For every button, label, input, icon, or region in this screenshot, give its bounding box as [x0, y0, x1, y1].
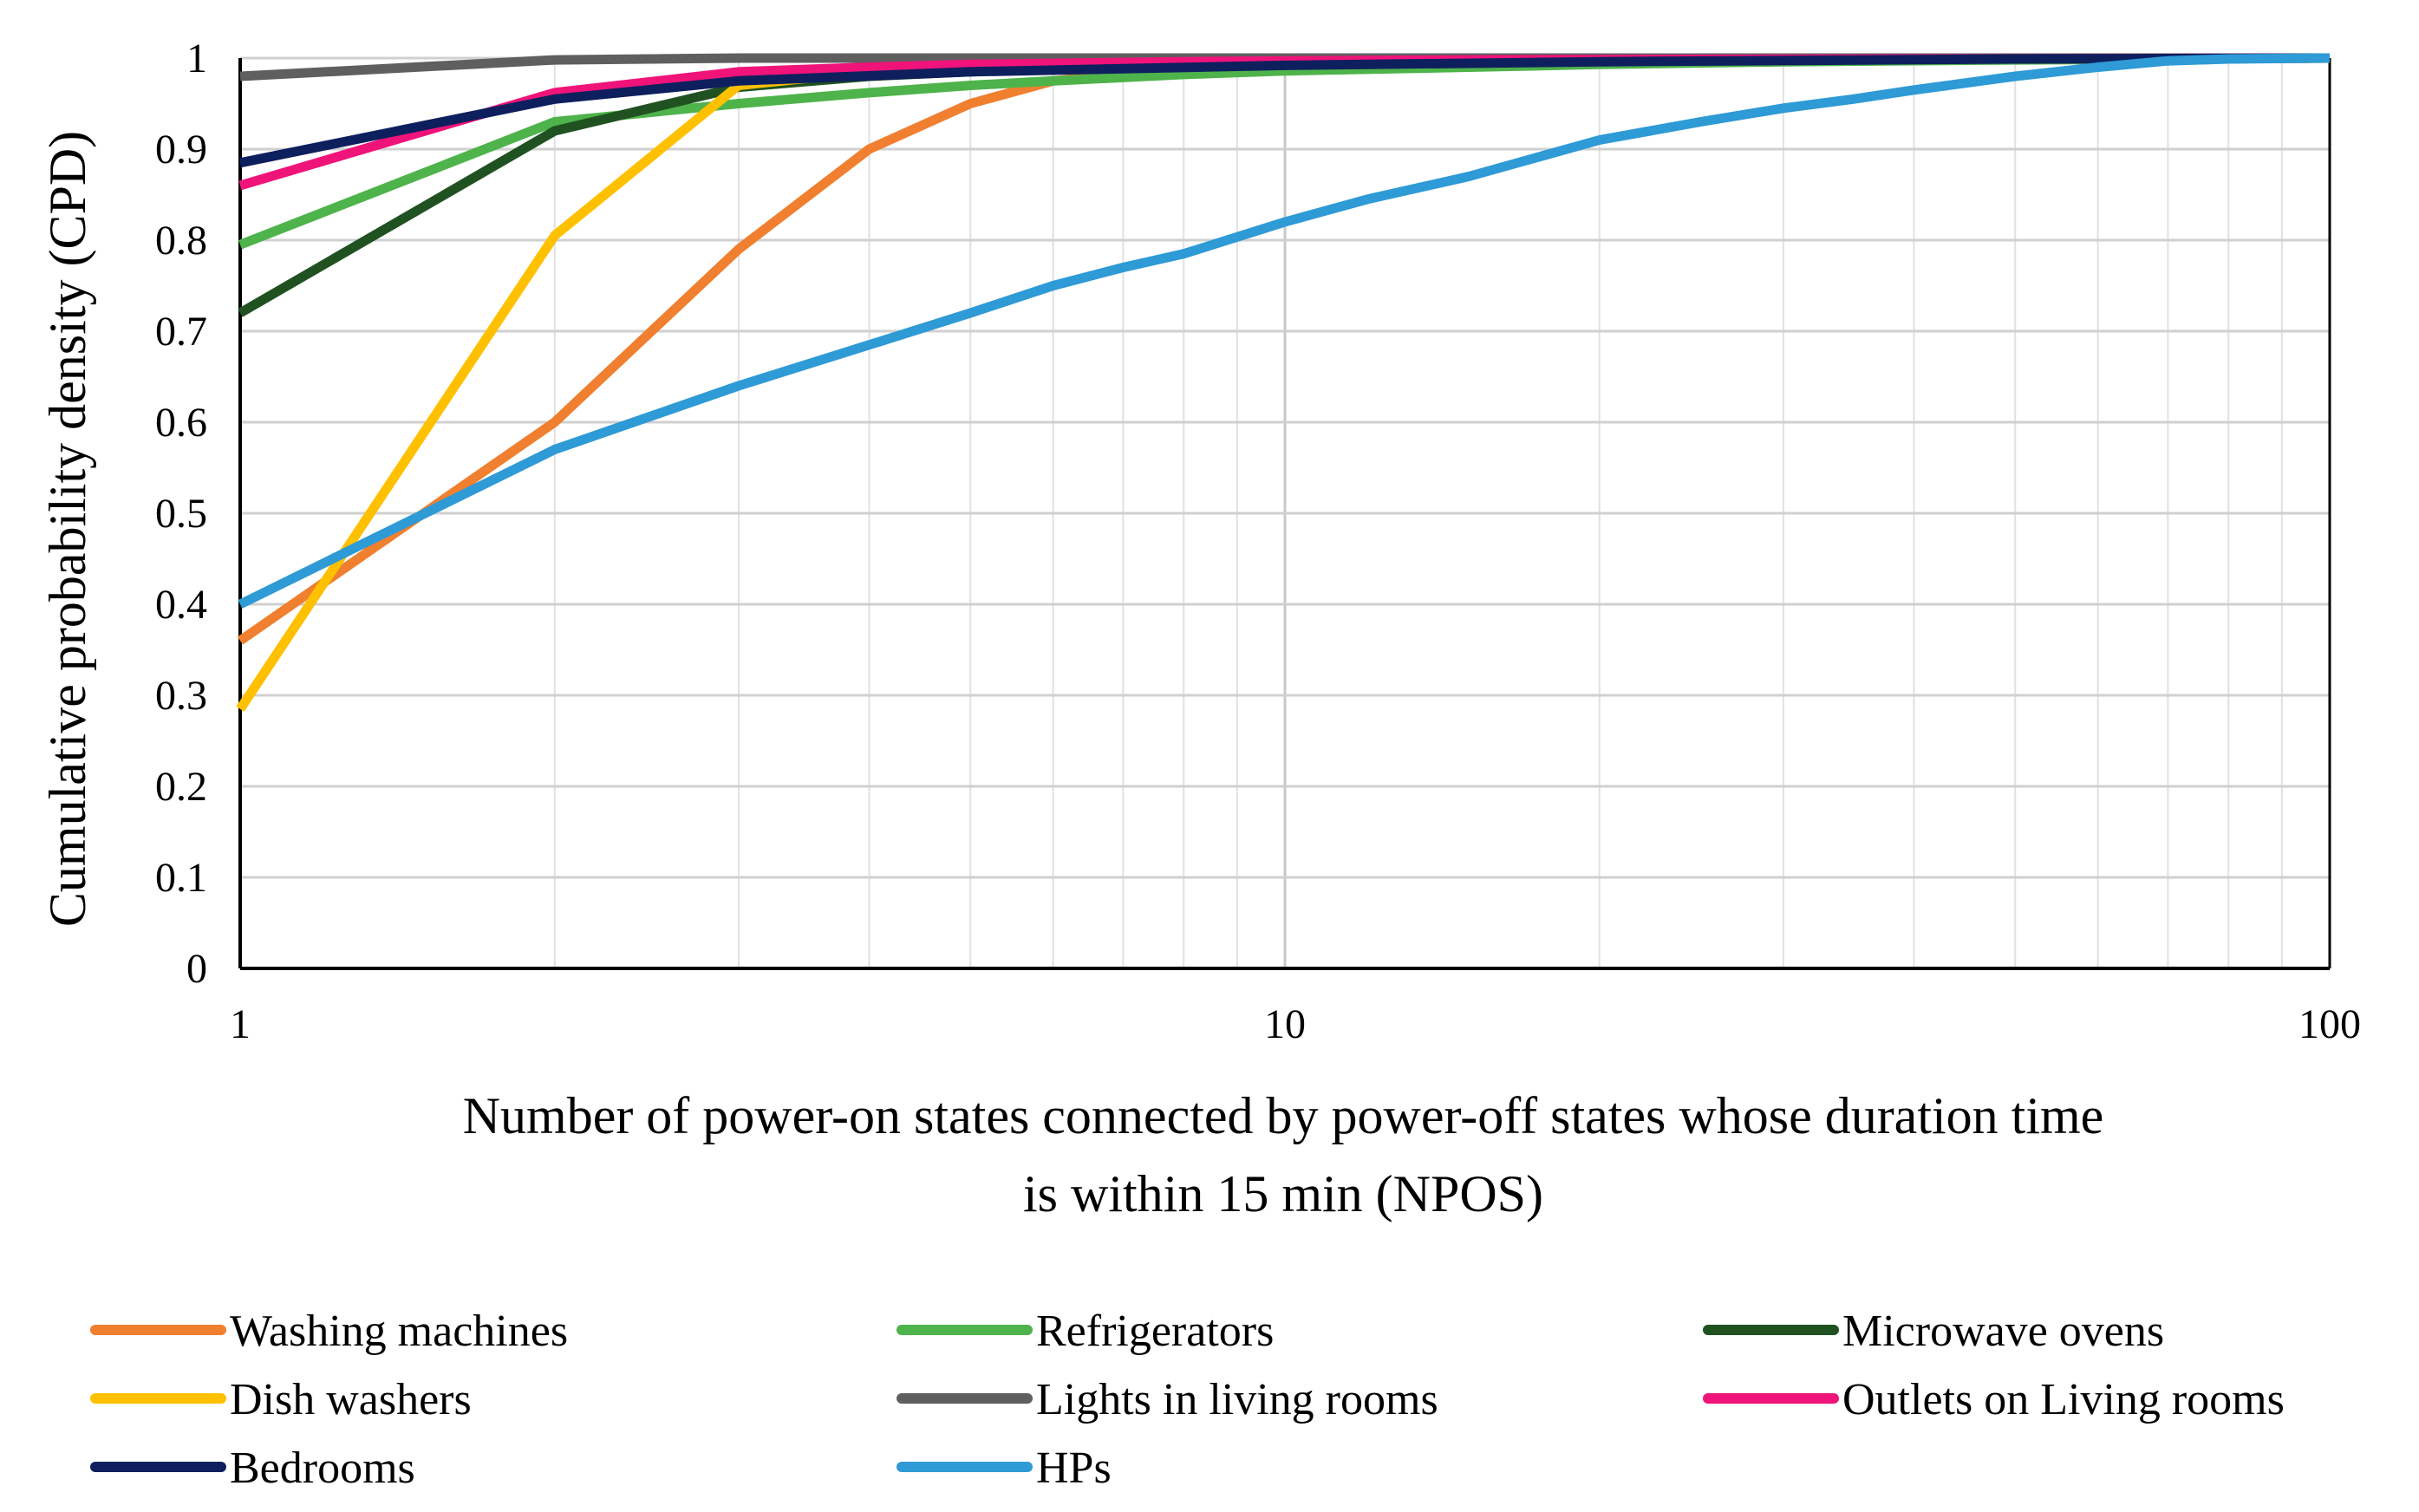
legend: Washing machines Refrigerators Microwave o… — [90, 1307, 2285, 1493]
legend-label-microwave-ovens: Microwave ovens — [1842, 1307, 2164, 1356]
x-tick-label: 100 — [2298, 1001, 2361, 1047]
legend-label-lights-in-living-rooms: Lights in living rooms — [1036, 1375, 1438, 1424]
y-tick-label: 0.3 — [155, 673, 207, 719]
y-tick-label: 0.4 — [155, 582, 207, 628]
x-tick-label: 10 — [1264, 1001, 1306, 1047]
legend-label-dish-washers: Dish washers — [230, 1375, 472, 1424]
y-tick-label: 0.6 — [155, 400, 207, 446]
y-tick-label: 0.5 — [155, 491, 207, 537]
y-tick-label: 0.2 — [155, 764, 207, 810]
x-axis-title-line-1: Number of power-on states connected by p… — [463, 1087, 2104, 1144]
y-tick-label: 1 — [186, 36, 207, 81]
y-tick-label: 0.9 — [155, 127, 207, 173]
legend-label-outlets-on-living-rooms: Outlets on Living rooms — [1842, 1375, 2285, 1424]
grid — [240, 56, 2330, 968]
series-line-hps — [238, 53, 2331, 609]
series-line-bedrooms — [238, 53, 2331, 168]
legend-label-hps: HPs — [1036, 1444, 1112, 1493]
tick-labels: 0 0.1 0.2 0.3 0.4 0.5 0.6 0.7 0.8 0.9 1 1 10 100 — [155, 36, 2361, 1047]
series-lines — [236, 53, 2331, 712]
x-axis-title-line-2: is within 15 min (NPOS) — [1023, 1165, 1543, 1222]
legend-label-bedrooms: Bedrooms — [230, 1444, 415, 1493]
axes — [238, 58, 2331, 970]
y-tick-label: 0 — [186, 946, 207, 992]
y-tick-label: 0.7 — [155, 309, 207, 355]
y-tick-label: 0.1 — [155, 855, 207, 901]
x-tick-label: 1 — [230, 1001, 251, 1047]
legend-label-refrigerators: Refrigerators — [1036, 1307, 1274, 1356]
y-axis-title: Cumulative probability density (CPD) — [39, 131, 96, 927]
legend-label-washing-machines: Washing machines — [230, 1307, 568, 1356]
y-tick-label: 0.8 — [155, 218, 207, 264]
